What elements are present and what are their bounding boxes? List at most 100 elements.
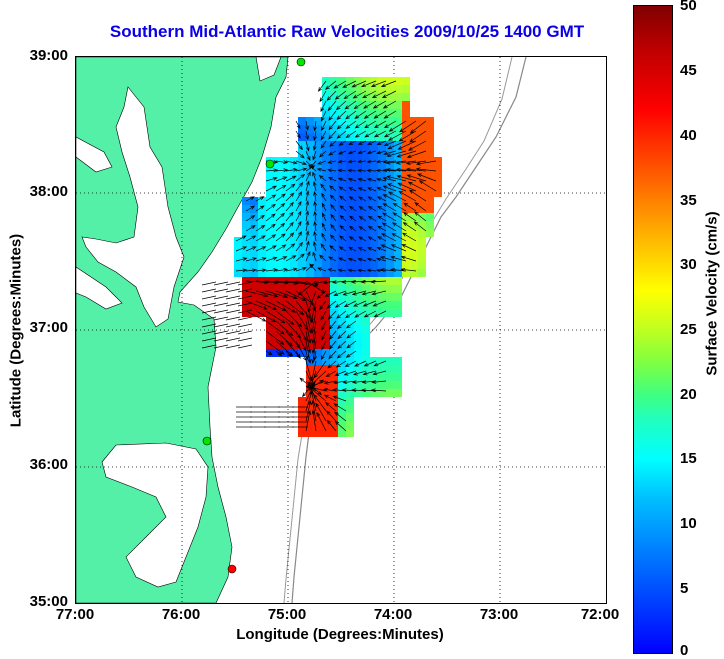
velocity-cell [394,253,402,261]
map-canvas [76,57,606,603]
velocity-arrow [265,203,276,212]
velocity-arrow [336,310,347,319]
velocity-arrow [371,290,387,296]
velocity-cell [394,173,402,181]
velocity-cell [362,317,370,325]
velocity-arrow [328,256,337,262]
velocity-cell [378,229,386,237]
velocity-arrow [390,256,407,262]
velocity-arrow [338,140,347,146]
velocity-arrow [354,110,367,119]
velocity-cell [362,189,370,197]
velocity-cell [314,213,322,221]
velocity-arrow [344,360,357,367]
velocity-arrow [326,419,337,432]
velocity-arrow [386,175,407,182]
velocity-cell [274,237,282,245]
velocity-cell [386,101,394,109]
velocity-cell [354,301,362,309]
velocity-cell [410,245,418,253]
velocity-arrow [326,300,337,309]
velocity-cell [322,309,330,317]
velocity-cell [298,333,306,341]
velocity-cell [314,405,322,413]
velocity-cell [330,293,338,301]
velocity-cell [338,117,346,125]
velocity-cell [314,277,322,285]
velocity-arrow [366,257,377,262]
colorbar-tick-label: 50 [680,0,697,14]
velocity-cell [386,365,394,373]
velocity-arrow [352,90,367,99]
velocity-cell [314,333,322,341]
velocity-cell [298,189,306,197]
velocity-cell [354,125,362,133]
velocity-cell [274,261,282,269]
velocity-arrow [285,290,307,301]
velocity-arrow [305,120,309,131]
velocity-cell [394,277,402,285]
velocity-cell [418,125,426,133]
velocity-cell [330,317,338,325]
velocity-cell [362,165,370,173]
velocity-arrow [382,203,397,212]
velocity-cell [346,309,354,317]
velocity-arrow [305,410,312,432]
velocity-arrow [255,224,266,232]
bay-water [81,86,185,328]
velocity-arrow [225,309,241,314]
velocity-arrow [237,316,253,321]
velocity-cell [370,205,378,213]
velocity-cell [378,269,386,277]
velocity-cell [410,253,418,261]
velocity-cell [330,365,338,373]
velocity-cell [266,285,274,293]
velocity-cell [330,213,338,221]
velocity-arrow [285,183,296,192]
velocity-cell [394,269,402,277]
velocity-cell [410,261,418,269]
velocity-cell [418,269,426,277]
velocity-cell [258,261,266,269]
velocity-arrow [354,130,367,138]
velocity-cell [338,325,346,333]
velocity-cell [322,429,330,437]
velocity-cell [258,253,266,261]
velocity-cell [274,229,282,237]
velocity-arrow [337,159,347,164]
velocity-cell [266,197,274,205]
velocity-field [234,77,442,437]
velocity-cell [378,125,386,133]
velocity-arrow [370,279,387,284]
velocity-cell [378,293,386,301]
velocity-arrow [334,411,347,422]
velocity-cell [370,77,378,85]
velocity-cell [418,253,426,261]
velocity-arrow [324,80,337,90]
velocity-cell [386,237,394,245]
velocity-cell [242,253,250,261]
velocity-cell [330,189,338,197]
velocity-cell [250,197,258,205]
velocity-arrow [382,168,397,173]
velocity-arrow [408,189,427,202]
velocity-cell [338,197,346,205]
velocity-arrow [353,300,367,307]
velocity-cell [314,253,322,261]
velocity-arrow [265,234,277,242]
velocity-arrow [295,350,301,359]
velocity-cell [370,245,378,253]
velocity-arrow [255,310,277,323]
velocity-arrow [370,80,387,87]
velocity-cell [402,245,410,253]
velocity-cell [338,421,346,429]
velocity-arrow [213,309,229,314]
velocity-cell [322,293,330,301]
velocity-arrow [328,350,337,360]
velocity-arrow [330,203,337,212]
velocity-arrow [295,253,305,262]
velocity-cell [354,349,362,357]
velocity-arrow [334,370,347,376]
velocity-cell [282,189,290,197]
velocity-arrow [320,130,327,141]
